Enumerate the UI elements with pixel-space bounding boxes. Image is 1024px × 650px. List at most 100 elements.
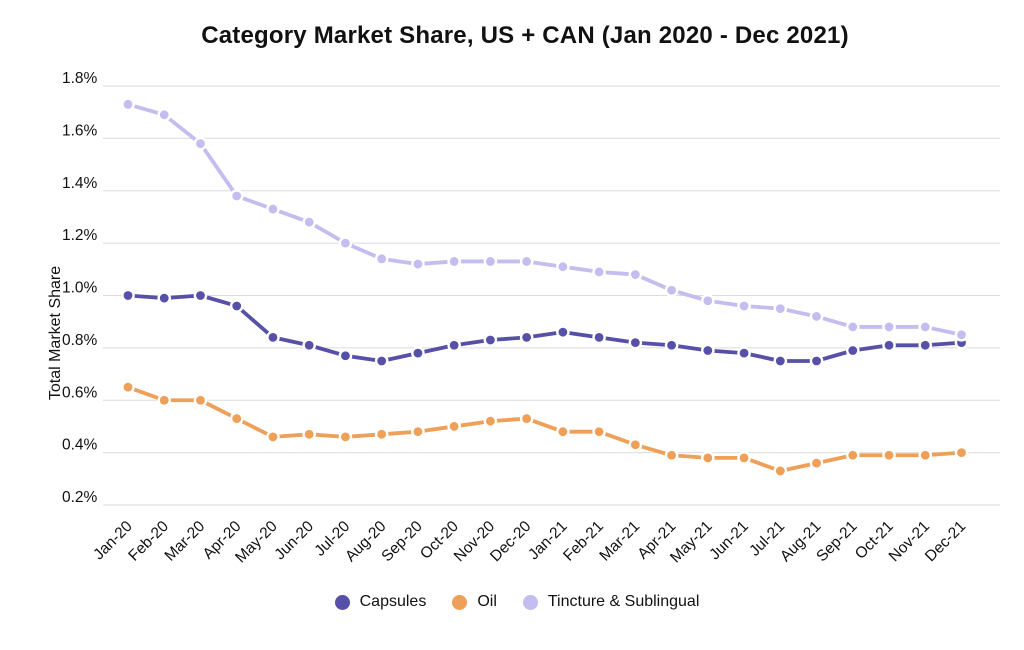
data-point-oil-jul-21 <box>773 464 788 478</box>
data-point-capsules-feb-21 <box>592 330 606 345</box>
data-point-oil-jun-21 <box>737 451 751 465</box>
x-tick-label: Jun-20 <box>271 518 317 564</box>
data-point-oil-oct-21 <box>882 448 896 463</box>
data-point-tincture-sublingual-apr-20 <box>229 189 244 203</box>
data-point-capsules-aug-20 <box>374 354 389 368</box>
data-point-capsules-sep-20 <box>411 346 425 360</box>
data-point-oil-nov-20 <box>483 414 498 429</box>
oil-series-dot-icon <box>452 594 468 610</box>
data-point-capsules-jan-21 <box>556 325 570 339</box>
x-tick-label: Sep-20 <box>378 518 426 566</box>
data-point-tincture-sublingual-oct-20 <box>447 254 461 269</box>
data-point-tincture-sublingual-may-21 <box>701 293 715 308</box>
legend-label-capsules: Capsules <box>359 593 427 610</box>
data-point-tincture-sublingual-oct-21 <box>882 320 896 334</box>
data-point-capsules-nov-21 <box>918 338 933 353</box>
data-point-oil-jun-20 <box>302 427 316 442</box>
y-tick-label: 1.0% <box>62 280 98 297</box>
y-tick-label: 0.8% <box>62 332 98 349</box>
data-point-oil-apr-20 <box>229 411 244 426</box>
data-point-capsules-mar-20 <box>193 288 208 303</box>
y-tick-label: 0.4% <box>62 437 98 454</box>
legend-label-tincture-sublingual: Tincture & Sublingual <box>547 593 700 610</box>
data-point-tincture-sublingual-mar-20 <box>193 136 208 151</box>
data-point-tincture-sublingual-mar-21 <box>628 267 643 282</box>
data-point-oil-sep-21 <box>845 448 860 463</box>
data-point-tincture-sublingual-aug-20 <box>374 252 389 266</box>
data-point-tincture-sublingual-jan-21 <box>556 259 570 274</box>
data-point-tincture-sublingual-nov-21 <box>918 320 933 334</box>
data-point-oil-nov-21 <box>918 448 933 463</box>
x-tick-label: Mar-20 <box>162 518 209 565</box>
data-point-capsules-jul-21 <box>773 354 788 368</box>
data-point-oil-feb-21 <box>592 424 606 439</box>
data-point-oil-jan-20 <box>121 380 135 394</box>
data-point-oil-aug-20 <box>374 427 389 442</box>
data-point-capsules-sep-21 <box>845 343 860 358</box>
x-tick-label: Jun-21 <box>706 518 752 564</box>
data-point-oil-sep-20 <box>411 424 425 439</box>
legend-item-oil: Oil <box>452 593 497 611</box>
data-point-tincture-sublingual-aug-21 <box>809 309 824 324</box>
y-tick-label: 1.8% <box>62 70 98 87</box>
series-line-oil <box>126 385 964 473</box>
data-point-capsules-oct-20 <box>447 338 461 353</box>
data-point-capsules-mar-21 <box>628 335 643 350</box>
data-point-tincture-sublingual-jul-20 <box>338 236 353 250</box>
data-point-tincture-sublingual-jan-20 <box>121 97 135 112</box>
data-point-oil-feb-20 <box>157 393 172 408</box>
data-point-oil-may-21 <box>701 451 715 465</box>
y-tick-label: 1.4% <box>62 175 98 192</box>
series-line-capsules <box>126 293 964 363</box>
data-point-capsules-feb-20 <box>157 291 172 305</box>
data-point-capsules-apr-21 <box>664 338 679 353</box>
data-point-capsules-apr-20 <box>229 299 244 313</box>
data-point-capsules-oct-21 <box>882 338 896 353</box>
x-tick-label: Mar-21 <box>596 518 643 565</box>
data-point-oil-dec-20 <box>519 411 534 426</box>
data-point-tincture-sublingual-feb-21 <box>592 265 606 279</box>
data-point-oil-oct-20 <box>447 419 461 434</box>
y-tick-label: 0.2% <box>62 489 98 506</box>
data-point-tincture-sublingual-sep-20 <box>411 257 425 271</box>
data-point-tincture-sublingual-apr-21 <box>664 283 679 298</box>
y-tick-label: 1.2% <box>62 227 98 244</box>
data-point-oil-dec-21 <box>954 445 969 460</box>
data-point-tincture-sublingual-jun-20 <box>302 215 316 229</box>
data-point-capsules-aug-21 <box>809 354 824 368</box>
data-point-oil-mar-20 <box>193 393 208 408</box>
data-point-capsules-may-20 <box>266 330 280 345</box>
data-point-oil-jul-20 <box>338 430 353 444</box>
data-point-oil-jan-21 <box>556 424 570 439</box>
data-point-oil-may-20 <box>266 430 280 444</box>
data-point-tincture-sublingual-jul-21 <box>773 301 788 316</box>
data-point-capsules-may-21 <box>701 343 715 358</box>
data-point-tincture-sublingual-may-20 <box>266 202 280 216</box>
series-line-tincture-sublingual <box>126 102 964 337</box>
data-point-tincture-sublingual-nov-20 <box>483 254 498 269</box>
tincture-sublingual-series-dot-icon <box>522 594 538 610</box>
data-point-capsules-jun-20 <box>302 338 316 353</box>
x-tick-label: Feb-21 <box>560 518 607 565</box>
data-point-tincture-sublingual-feb-20 <box>157 108 172 122</box>
data-point-tincture-sublingual-jun-21 <box>737 299 751 313</box>
data-point-capsules-nov-20 <box>483 333 498 347</box>
data-point-capsules-dec-20 <box>519 330 534 345</box>
data-point-tincture-sublingual-dec-20 <box>519 254 534 269</box>
y-tick-label: 1.6% <box>62 122 98 139</box>
legend-label-oil: Oil <box>477 593 497 610</box>
data-point-oil-apr-21 <box>664 448 679 463</box>
data-point-tincture-sublingual-dec-21 <box>954 327 969 342</box>
data-point-tincture-sublingual-sep-21 <box>845 320 860 334</box>
data-point-oil-mar-21 <box>628 437 643 452</box>
y-tick-label: 0.6% <box>62 384 98 401</box>
legend-item-tincture-sublingual: Tincture & Sublingual <box>522 593 700 611</box>
chart-title: Category Market Share, US + CAN (Jan 202… <box>201 22 849 49</box>
capsules-series-dot-icon <box>334 594 350 610</box>
data-point-capsules-jun-21 <box>737 346 751 360</box>
plot-area: 1.8%1.6%1.4%1.2%1.0%0.8%0.6%0.4%0.2%Jan-… <box>62 70 1000 566</box>
data-point-oil-aug-21 <box>809 456 824 470</box>
legend: Capsules Oil Tincture & Sublingual <box>0 593 1024 611</box>
x-tick-label: Dec-21 <box>922 518 969 565</box>
